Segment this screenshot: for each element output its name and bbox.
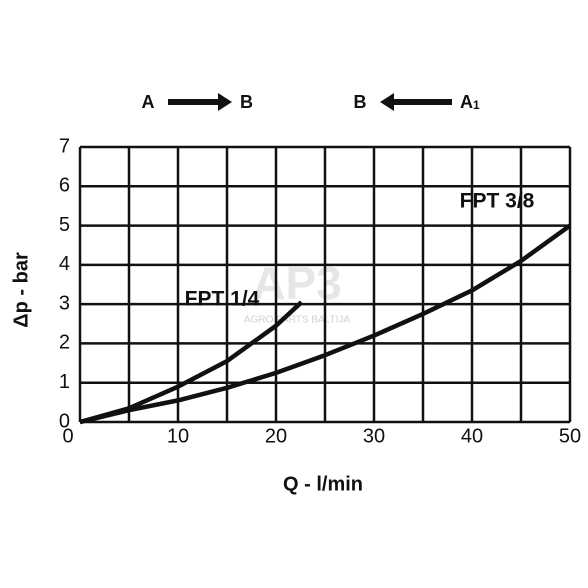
series-line [79, 223, 572, 425]
y-tick-label: 5 [59, 214, 70, 236]
direction-label: B [354, 92, 367, 112]
flow-arrow [168, 93, 232, 111]
x-tick-label: 50 [559, 425, 581, 447]
direction-subscript: 1 [473, 98, 480, 112]
x-tick-label: 0 [62, 425, 73, 447]
direction-label: A [142, 92, 155, 112]
x-tick-label: 10 [167, 425, 189, 447]
y-tick-label: 7 [59, 135, 70, 157]
direction-letter: B [240, 92, 253, 112]
direction-label: B [240, 92, 253, 112]
series-label: FPT 1/4 [185, 288, 260, 311]
y-tick-label: 6 [59, 175, 70, 197]
watermark-text: AGRO PARTS BALTIJA [244, 315, 350, 326]
y-tick-label: 3 [59, 292, 70, 314]
direction-label: A1 [460, 92, 480, 112]
direction-letter: A [460, 92, 473, 112]
x-axis-label: Q - l/min [283, 473, 363, 495]
flow-arrow [380, 93, 452, 111]
y-tick-label: 4 [59, 253, 70, 275]
y-tick-label: 0 [59, 410, 70, 432]
series-label: FPT 3/8 [460, 190, 535, 213]
x-tick-label: 20 [265, 425, 287, 447]
x-tick-label: 40 [461, 425, 483, 447]
y-axis-label: Δp - bar [10, 252, 32, 328]
y-tick-label: 1 [59, 371, 70, 393]
x-tick-label: 30 [363, 425, 385, 447]
y-tick-label: 2 [59, 332, 70, 354]
